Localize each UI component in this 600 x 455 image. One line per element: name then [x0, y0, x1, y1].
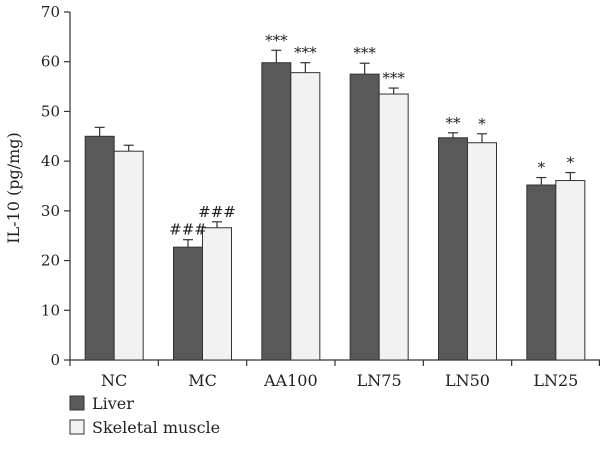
- significance-label: ***: [265, 31, 288, 49]
- y-tick-label: 30: [41, 202, 60, 220]
- x-category-label: NC: [101, 371, 127, 390]
- legend-swatch: [69, 419, 85, 435]
- bar-liver-ln50: [438, 137, 468, 361]
- error-bars: [94, 49, 576, 248]
- bar-liver-ln75: [349, 73, 380, 361]
- y-tick-label: 60: [41, 53, 60, 71]
- significance-label: *: [567, 154, 575, 172]
- y-tick-label: 70: [41, 3, 60, 21]
- significance-label: *: [478, 115, 486, 133]
- legend: Liver Skeletal muscle: [69, 394, 220, 437]
- legend-label: Liver: [92, 394, 134, 413]
- significance-annotations: ###*********###********: [169, 31, 574, 238]
- bar-skeletal-muscle-nc: [113, 150, 144, 361]
- bar-liver-nc: [84, 135, 115, 361]
- x-category-label: LN75: [357, 371, 402, 390]
- significance-label: ***: [294, 44, 317, 62]
- significance-label: *: [538, 159, 546, 177]
- bar-liver-aa100: [261, 62, 292, 361]
- y-tick-label: 10: [41, 301, 60, 319]
- bar-skeletal-muscle-aa100: [290, 72, 321, 361]
- significance-label: ###: [198, 203, 236, 221]
- x-category-label: LN25: [533, 371, 578, 390]
- legend-label: Skeletal muscle: [92, 418, 220, 437]
- x-axis: NC MC AA100 LN75 LN50 LN25: [69, 359, 600, 390]
- y-axis: 0 10 20 30 40 50 60 70: [41, 3, 71, 369]
- bar-liver-ln25: [526, 184, 557, 361]
- x-category-label: MC: [188, 371, 217, 390]
- y-axis-label: IL-10 (pg/mg): [4, 132, 23, 244]
- bar-skeletal-muscle-ln50: [467, 142, 497, 361]
- significance-label: ***: [382, 69, 405, 87]
- y-tick-label: 0: [50, 351, 60, 369]
- bar-skeletal-muscle-mc: [202, 227, 232, 361]
- x-category-label: LN50: [445, 371, 490, 390]
- legend-swatch: [69, 395, 85, 411]
- bar-liver-mc: [173, 246, 203, 361]
- significance-label: ###: [169, 221, 207, 239]
- y-tick-label: 40: [41, 152, 60, 170]
- significance-label: ***: [353, 44, 376, 62]
- bar-skeletal-muscle-ln25: [555, 180, 586, 361]
- y-tick-label: 50: [41, 102, 60, 120]
- significance-label: **: [446, 114, 462, 132]
- bars: [84, 62, 586, 361]
- y-tick-label: 20: [41, 252, 60, 270]
- bar-skeletal-muscle-ln75: [378, 93, 409, 361]
- x-category-label: AA100: [263, 371, 318, 390]
